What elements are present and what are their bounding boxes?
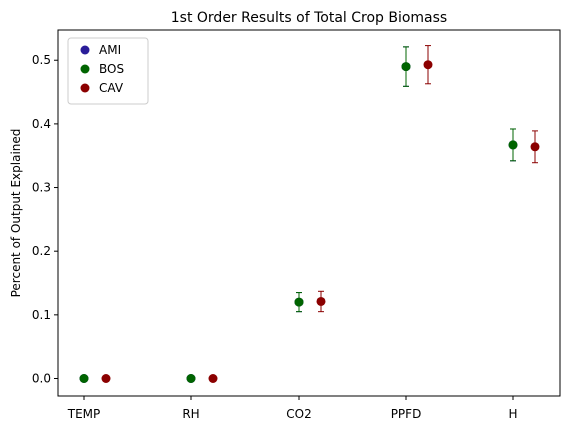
legend-marker — [80, 45, 90, 55]
x-tick-label: CO2 — [286, 407, 311, 421]
y-tick-label: 0.5 — [32, 53, 51, 67]
y-axis-label: Percent of Output Explained — [9, 129, 23, 298]
plot-frame — [57, 29, 561, 397]
legend-label: BOS — [99, 62, 124, 76]
x-tick-label: RH — [182, 407, 199, 421]
y-tick-label: 0.2 — [32, 244, 51, 258]
data-point — [316, 296, 326, 306]
y-tick-label: 0.0 — [32, 371, 51, 385]
legend-label: CAV — [99, 81, 124, 95]
data-point — [530, 142, 540, 152]
data-point — [401, 62, 411, 72]
chart-title: 1st Order Results of Total Crop Biomass — [171, 10, 447, 26]
x-tick-label: H — [508, 407, 517, 421]
y-tick-label: 0.1 — [32, 308, 51, 322]
legend: AMI BOS CAV — [67, 37, 149, 105]
data-point — [186, 373, 196, 383]
legend-marker — [80, 64, 90, 74]
data-point — [508, 140, 518, 150]
x-tick-label: PPFD — [391, 407, 422, 421]
plot-marks — [79, 45, 540, 383]
data-point — [208, 373, 218, 383]
x-tick-label: TEMP — [67, 407, 101, 421]
data-point — [294, 297, 304, 307]
axes: 0.0 0.1 0.2 0.3 0.4 0.5 TEMP RH CO2 PPFD H — [32, 53, 518, 421]
data-point — [423, 60, 433, 70]
data-point — [79, 373, 89, 383]
y-tick-label: 0.4 — [32, 117, 51, 131]
legend-label: AMI — [99, 43, 121, 57]
legend-marker — [80, 83, 90, 93]
y-tick-label: 0.3 — [32, 181, 51, 195]
data-point — [101, 373, 111, 383]
